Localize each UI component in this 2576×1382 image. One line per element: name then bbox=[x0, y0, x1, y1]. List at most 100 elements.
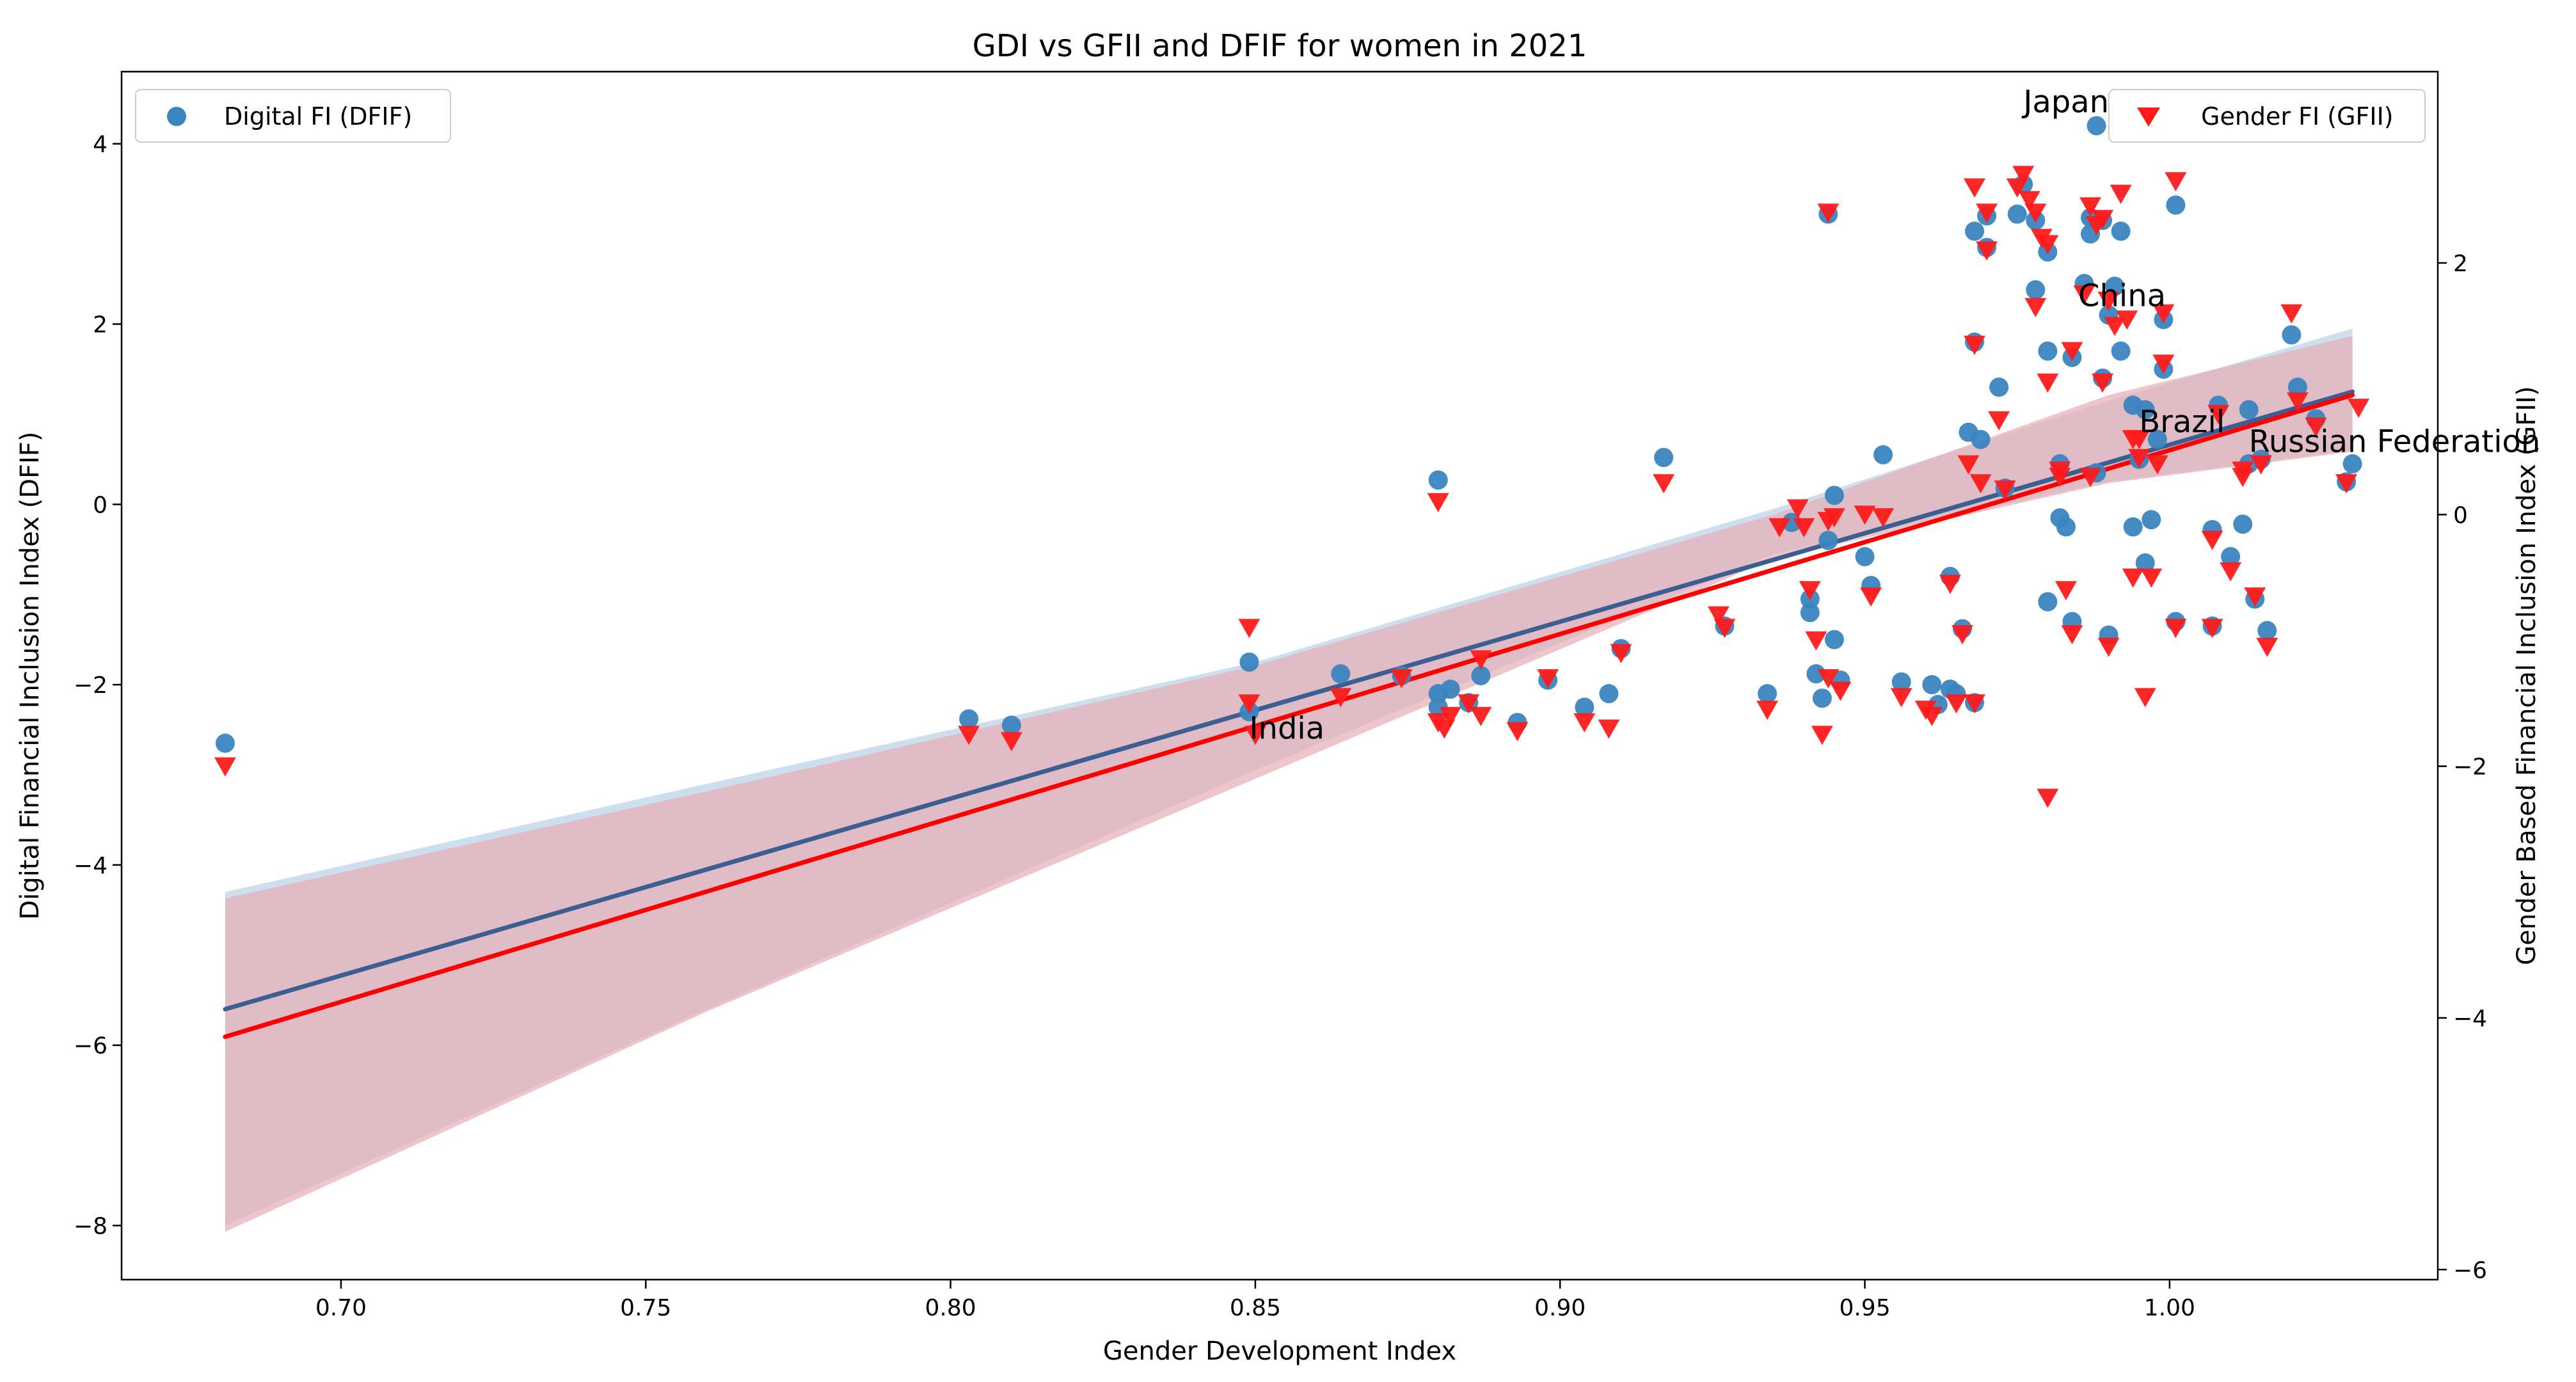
gfii-point bbox=[2165, 619, 2187, 639]
gfii-point bbox=[2146, 455, 2168, 475]
gfii-point bbox=[2256, 637, 2278, 657]
right-y-axis-ticks: −6 −4 −2 0 2 bbox=[2438, 251, 2487, 1283]
gfii-point bbox=[1817, 203, 1840, 223]
dfif-point bbox=[2038, 341, 2058, 361]
legend-dfif-label: Digital FI (DFIF) bbox=[224, 102, 412, 131]
gfii-point bbox=[1890, 688, 1912, 708]
gfii-point bbox=[1969, 474, 1992, 494]
gfii-point bbox=[1805, 631, 1827, 651]
gfii-point bbox=[1786, 499, 1809, 519]
gfii-point bbox=[1799, 581, 1821, 601]
dfif-point bbox=[1800, 603, 1820, 623]
regression-lines bbox=[223, 389, 2355, 1039]
gfii-point bbox=[2220, 562, 2242, 582]
gfii-point bbox=[2097, 291, 2120, 311]
gfii-point bbox=[2207, 404, 2230, 424]
dfif-point bbox=[1331, 664, 1351, 684]
dfif-point bbox=[2135, 400, 2155, 420]
gfii-point bbox=[1951, 625, 1973, 645]
x-tick-label: 0.80 bbox=[925, 1295, 976, 1321]
gfii-point bbox=[2061, 625, 2083, 645]
dfif-point bbox=[1824, 486, 1844, 505]
gfii-point bbox=[2079, 468, 2101, 488]
x-axis-ticks: 0.70 0.75 0.80 0.85 0.90 0.95 1.00 bbox=[315, 1280, 2195, 1321]
gfii-point bbox=[1470, 650, 1492, 670]
gfii-point bbox=[1653, 474, 1675, 494]
gfii-point bbox=[1854, 505, 1876, 525]
left-y-axis-ticks: −8 −6 −4 −2 0 2 4 bbox=[74, 132, 122, 1239]
left-y-axis-label: Digital Financial Inclusion Index (DFIF) bbox=[15, 431, 45, 919]
dfif-point bbox=[1855, 547, 1875, 567]
gfii-point bbox=[2037, 235, 2059, 255]
gfii-point bbox=[1238, 619, 1260, 639]
dfif-point bbox=[1922, 675, 1942, 695]
gfii-point bbox=[2079, 197, 2101, 217]
gfii-point bbox=[1573, 713, 1596, 733]
dfif-point bbox=[2111, 221, 2131, 241]
gfii-point bbox=[1470, 706, 1492, 726]
dfif-point bbox=[215, 733, 235, 753]
dfif-point bbox=[2257, 621, 2277, 640]
dfif-point bbox=[2123, 517, 2143, 537]
gfii-point bbox=[2244, 587, 2266, 607]
dfif-point bbox=[2287, 377, 2307, 397]
gfii-point bbox=[1793, 518, 1815, 537]
gfii-point bbox=[2201, 530, 2223, 550]
gfii-confidence-band bbox=[225, 336, 2353, 1232]
gfii-point bbox=[1713, 619, 1736, 639]
gfii-point bbox=[2116, 310, 2138, 330]
gfii-point bbox=[2128, 430, 2151, 450]
x-tick-label: 0.75 bbox=[620, 1295, 671, 1321]
left-y-tick-label: 4 bbox=[93, 132, 107, 158]
dfif-point bbox=[1440, 679, 1460, 699]
gfii-point bbox=[2348, 399, 2370, 418]
dfif-point bbox=[2147, 429, 2167, 449]
gfii-point bbox=[1964, 335, 1985, 355]
dfif-point bbox=[2233, 514, 2253, 534]
gfii-point bbox=[2232, 461, 2254, 481]
gfii-point bbox=[1957, 455, 1980, 475]
gfii-point bbox=[1988, 411, 2010, 431]
dfif-point bbox=[1758, 684, 1777, 704]
right-y-tick-label: −2 bbox=[2453, 754, 2487, 781]
right-y-tick-label: −4 bbox=[2453, 1006, 2487, 1032]
legend-gfii-label: Gender FI (GFII) bbox=[2201, 102, 2394, 131]
gfii-point bbox=[2280, 304, 2303, 324]
left-y-tick-label: −2 bbox=[74, 672, 107, 699]
country-annotation: China bbox=[2078, 278, 2166, 314]
gfii-point bbox=[1945, 694, 1968, 714]
dfif-point bbox=[1471, 666, 1491, 685]
dfif-point bbox=[2026, 280, 2046, 299]
gfii-point bbox=[2152, 304, 2175, 324]
gfii-point bbox=[1427, 493, 1449, 512]
dfif-point bbox=[2166, 195, 2186, 215]
gfii-point bbox=[1598, 719, 1620, 739]
gfii-point bbox=[1506, 722, 1529, 742]
gfii-point bbox=[2305, 417, 2327, 437]
gfii-point bbox=[1238, 694, 1260, 714]
gfii-point bbox=[1811, 726, 1833, 745]
gfii-point bbox=[1823, 508, 1845, 528]
dfif-point bbox=[1873, 445, 1893, 465]
gfii-point bbox=[1390, 669, 1413, 688]
gfii-point bbox=[2110, 184, 2132, 204]
gfii-point bbox=[2152, 354, 2175, 374]
dfif-point bbox=[1824, 630, 1844, 649]
gfii-point bbox=[2012, 166, 2035, 186]
left-y-tick-label: 2 bbox=[93, 312, 107, 338]
gfii-point bbox=[1939, 575, 1961, 594]
dfif-point bbox=[1989, 377, 2009, 397]
dfif-point bbox=[2239, 400, 2259, 420]
gfii-point bbox=[2073, 285, 2095, 305]
gfii-point bbox=[2140, 568, 2163, 588]
gfii-point bbox=[2122, 568, 2144, 588]
dfif-point bbox=[1812, 688, 1832, 708]
gfii-point bbox=[2037, 788, 2059, 808]
left-y-tick-label: −4 bbox=[74, 853, 107, 879]
gfii-point bbox=[2024, 298, 2047, 317]
gfii-point bbox=[2201, 619, 2223, 639]
dfif-point bbox=[2111, 341, 2131, 361]
gfii-point bbox=[1439, 706, 1461, 726]
dfif-point bbox=[2087, 116, 2106, 136]
gfii-point bbox=[1921, 706, 1943, 726]
